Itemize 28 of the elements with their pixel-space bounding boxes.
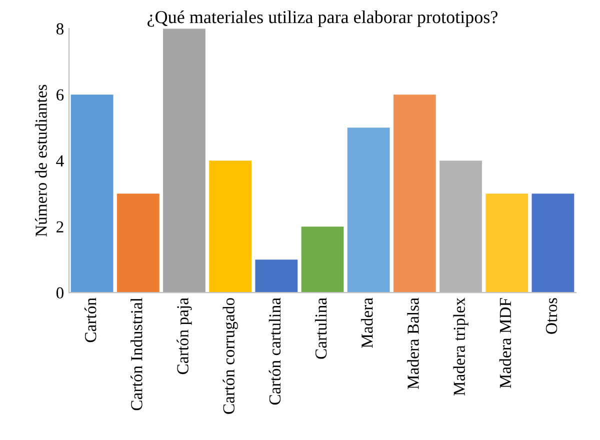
y-tick-label: 8	[56, 23, 64, 35]
bar	[347, 128, 390, 293]
y-axis-title: Número de estudiantes	[35, 84, 47, 236]
x-tick-label: Cartulina	[314, 298, 327, 359]
bar	[486, 194, 528, 293]
bar	[70, 94, 114, 293]
x-tick-label: Madera	[361, 298, 373, 348]
x-tick-label: Cartón cartulina	[268, 298, 281, 405]
y-tick-label: 2	[56, 221, 64, 232]
y-tick-label: 6	[56, 89, 64, 101]
x-tick-label: Cartón paja	[176, 298, 192, 374]
x-tick-label: Cartón	[84, 298, 96, 342]
bar	[116, 194, 160, 293]
bar	[532, 194, 574, 293]
x-tick-label: Madera MDF	[499, 298, 512, 388]
bar	[301, 226, 344, 293]
y-tick-label: 4	[56, 155, 64, 166]
bar	[255, 260, 298, 293]
x-tick-label: Otros	[546, 298, 558, 334]
bar	[163, 28, 206, 293]
x-tick-label: Cartón corrugado	[222, 298, 238, 414]
bar	[393, 94, 436, 293]
bar	[209, 160, 252, 293]
x-tick-label: Cartón Industrial	[130, 298, 142, 410]
y-tick-label: 0	[56, 287, 64, 299]
chart-title: ¿Qué materiales utiliza para elaborar prototipos?	[148, 10, 498, 27]
x-tick-label: Madera Balsa	[407, 298, 419, 390]
x-tick-label: Madera triplex	[453, 298, 468, 396]
